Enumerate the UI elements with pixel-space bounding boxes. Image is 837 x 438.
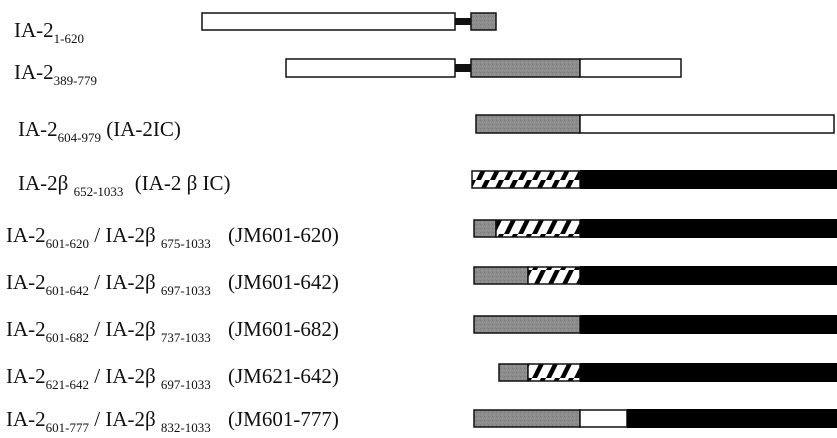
juxtamembrane-segment bbox=[473, 409, 581, 428]
hatched-juxtamembrane-segment bbox=[527, 363, 581, 382]
extracellular-segment bbox=[201, 12, 456, 31]
ptp-segment bbox=[579, 409, 628, 428]
hatched-juxtamembrane-segment bbox=[527, 266, 581, 285]
label-ia2-604-979: IA-2604-979 (IA-2IC) bbox=[18, 117, 181, 145]
bar-jm601-682 bbox=[473, 315, 837, 334]
label-note: (JM601-642) bbox=[228, 270, 339, 294]
label-note: (JM601-777) bbox=[228, 407, 339, 431]
label-jm621-642: IA-2621-642 / IA-2β 697-1033 (JM621-642) bbox=[6, 364, 339, 392]
bar-ia2-1-620 bbox=[201, 12, 497, 31]
transmembrane-segment bbox=[455, 18, 471, 25]
transmembrane-segment bbox=[455, 64, 471, 72]
ia2beta-ptp-segment bbox=[580, 315, 837, 334]
hatched-juxtamembrane-segment bbox=[495, 219, 581, 238]
juxtamembrane-segment bbox=[473, 219, 497, 238]
label-jm601-620: IA-2601-620 / IA-2β 675-1033 (JM601-620) bbox=[6, 223, 339, 251]
bar-jm601-777 bbox=[473, 409, 837, 428]
label-note: (JM601-620) bbox=[228, 223, 339, 247]
ia2beta-ptp-segment bbox=[580, 170, 837, 189]
bar-jm601-642 bbox=[473, 266, 837, 285]
label-jm601-682: IA-2601-682 / IA-2β 737-1033 (JM601-682) bbox=[6, 317, 339, 345]
bar-ia2-389-779 bbox=[285, 58, 682, 78]
label-ia2-389-779: IA-2389-779 bbox=[14, 60, 97, 88]
ptp-segment bbox=[579, 58, 682, 78]
label-ia2-1-620: IA-21-620 bbox=[14, 18, 84, 46]
label-jm601-777: IA-2601-777 / IA-2β 832-1033 (JM601-777) bbox=[6, 407, 339, 435]
bar-ia2beta-652-1033 bbox=[471, 170, 837, 189]
extracellular-segment bbox=[285, 58, 456, 78]
label-note: (JM601-682) bbox=[228, 317, 339, 341]
bar-ia2-604-979 bbox=[475, 114, 835, 134]
juxtamembrane-segment bbox=[473, 315, 581, 334]
ia2beta-ptp-segment bbox=[580, 219, 837, 238]
bar-jm601-620 bbox=[473, 219, 837, 238]
label-note: (IA-2 β IC) bbox=[134, 171, 231, 195]
label-ia2beta-652-1033: IA-2β 652-1033 (IA-2 β IC) bbox=[18, 171, 231, 199]
juxtamembrane-segment bbox=[498, 363, 529, 382]
label-note: (JM621-642) bbox=[228, 364, 339, 388]
hatched-juxtamembrane-segment bbox=[471, 170, 581, 189]
ia2beta-ptp-segment bbox=[580, 363, 837, 382]
label-note: (IA-2IC) bbox=[106, 117, 181, 141]
ptp-segment bbox=[579, 114, 835, 134]
label-jm601-642: IA-2601-642 / IA-2β 697-1033 (JM601-642) bbox=[6, 270, 339, 298]
ia2beta-ptp-segment bbox=[627, 409, 837, 428]
juxtamembrane-segment bbox=[473, 266, 529, 285]
juxtamembrane-segment bbox=[470, 12, 497, 31]
juxtamembrane-segment bbox=[470, 58, 581, 78]
juxtamembrane-segment bbox=[475, 114, 581, 134]
bar-jm621-642 bbox=[498, 363, 837, 382]
ia2beta-ptp-segment bbox=[580, 266, 837, 285]
